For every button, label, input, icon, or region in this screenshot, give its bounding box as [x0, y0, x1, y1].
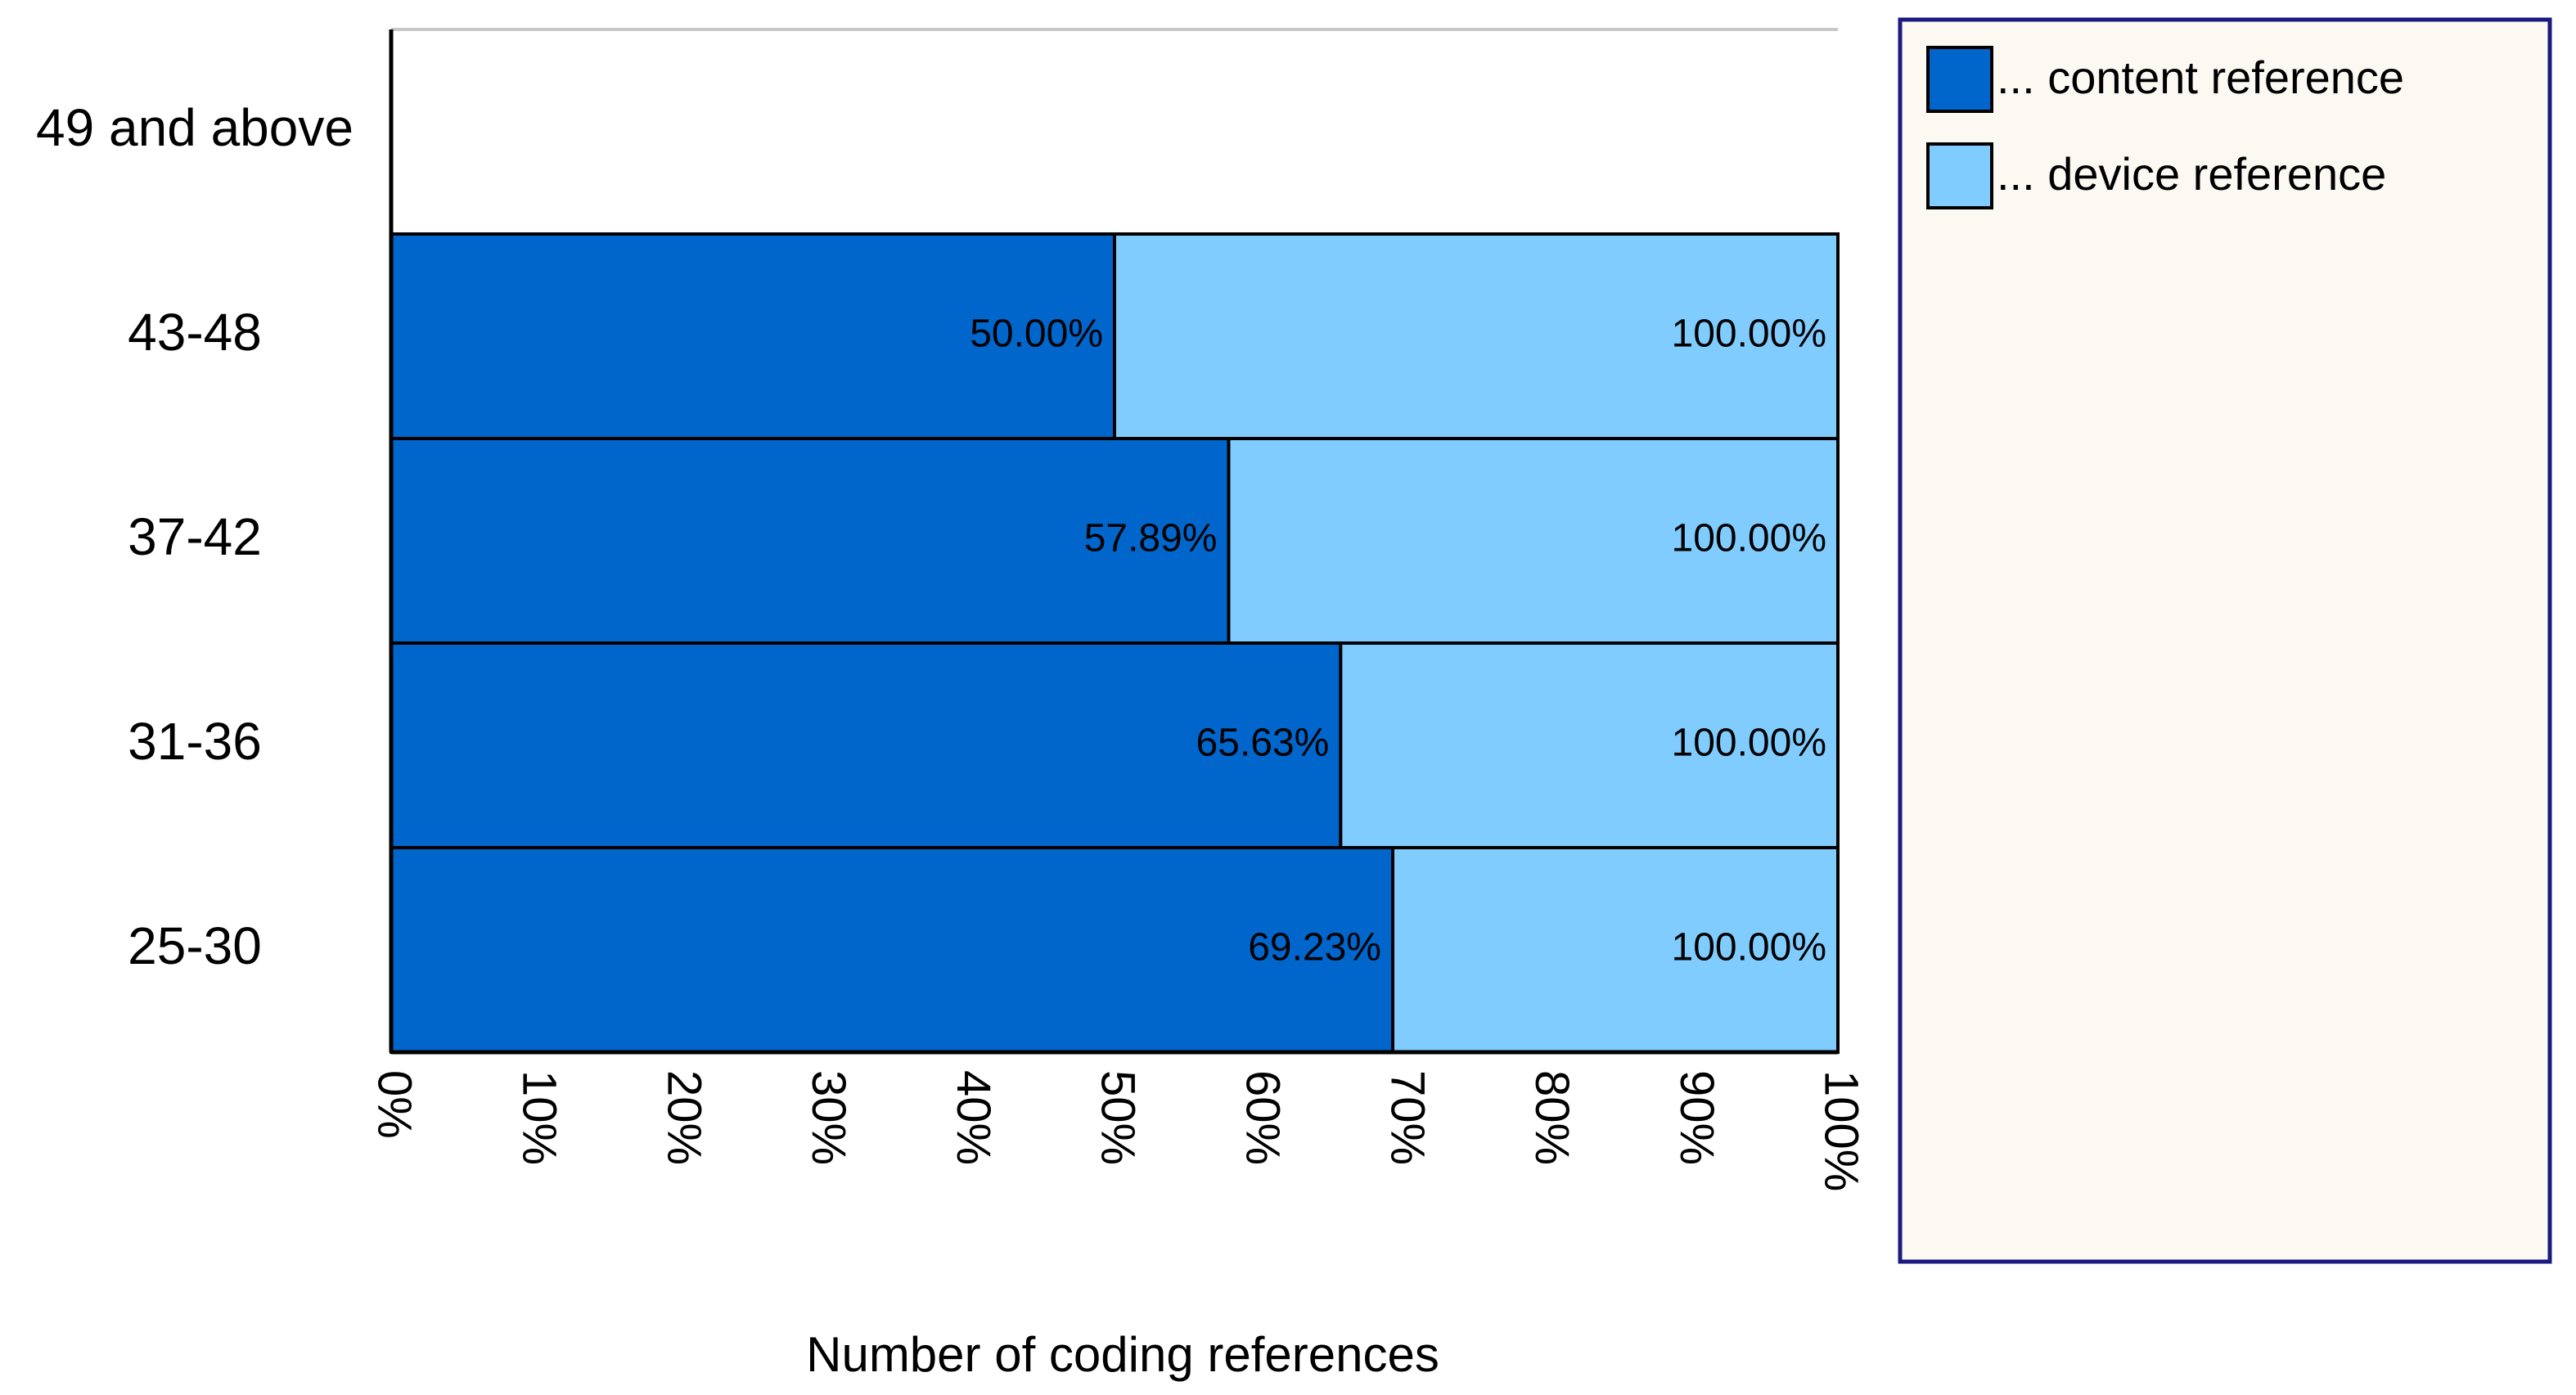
plot-area: 50.00% 100.00% 57.89% 100.00% 65.63% 100.00% 6…	[390, 232, 1840, 1054]
legend-entry-label: ... device reference	[1997, 148, 2386, 200]
data-label: 69.23%	[1248, 926, 1381, 970]
x-tick-label: 10%	[512, 1070, 565, 1165]
legend: ... content reference ... device referenc…	[1898, 17, 2552, 1264]
bar-segment	[1339, 641, 1840, 849]
legend-swatch	[1926, 46, 1993, 113]
data-label: 100.00%	[1672, 313, 1827, 356]
x-tick-label: 90%	[1670, 1070, 1723, 1165]
data-label: 65.63%	[1196, 722, 1330, 765]
x-tick-label: 40%	[947, 1070, 1000, 1165]
x-tick-label: 60%	[1236, 1070, 1289, 1165]
data-label: 100.00%	[1672, 517, 1827, 560]
data-label: 100.00%	[1672, 722, 1827, 765]
bar-segment	[1227, 437, 1840, 645]
legend-swatch	[1926, 142, 1993, 209]
data-label: 57.89%	[1084, 517, 1218, 560]
legend-box	[1898, 17, 2552, 1264]
x-tick-label: 30%	[802, 1070, 855, 1165]
bar-segment	[1113, 232, 1840, 440]
x-tick-label: 70%	[1380, 1070, 1434, 1165]
category-label: 43-48	[128, 303, 262, 362]
category-label: 25-30	[128, 916, 262, 975]
x-tick-label: 100%	[1815, 1070, 1868, 1191]
x-axis-title: Number of coding references	[806, 1327, 1439, 1382]
data-label: 50.00%	[970, 313, 1103, 356]
x-tick-label: 80%	[1525, 1070, 1578, 1165]
category-label: 31-36	[128, 712, 262, 771]
axes: 49 and above 43-48 37-42 31-36 25-30 0% 10% 20%…	[36, 28, 1868, 1191]
bar-segment	[390, 437, 1231, 645]
legend-entry-label: ... content reference	[1997, 52, 2404, 103]
x-tick-label: 0%	[368, 1070, 421, 1139]
bar-segment	[390, 846, 1394, 1054]
bar-segment	[390, 232, 1116, 440]
bar-segment	[390, 641, 1343, 849]
x-tick-label: 50%	[1092, 1070, 1145, 1165]
category-label: 37-42	[128, 507, 262, 566]
category-label: 49 and above	[36, 98, 354, 157]
data-label: 100.00%	[1672, 926, 1827, 970]
x-tick-label: 20%	[657, 1070, 710, 1165]
